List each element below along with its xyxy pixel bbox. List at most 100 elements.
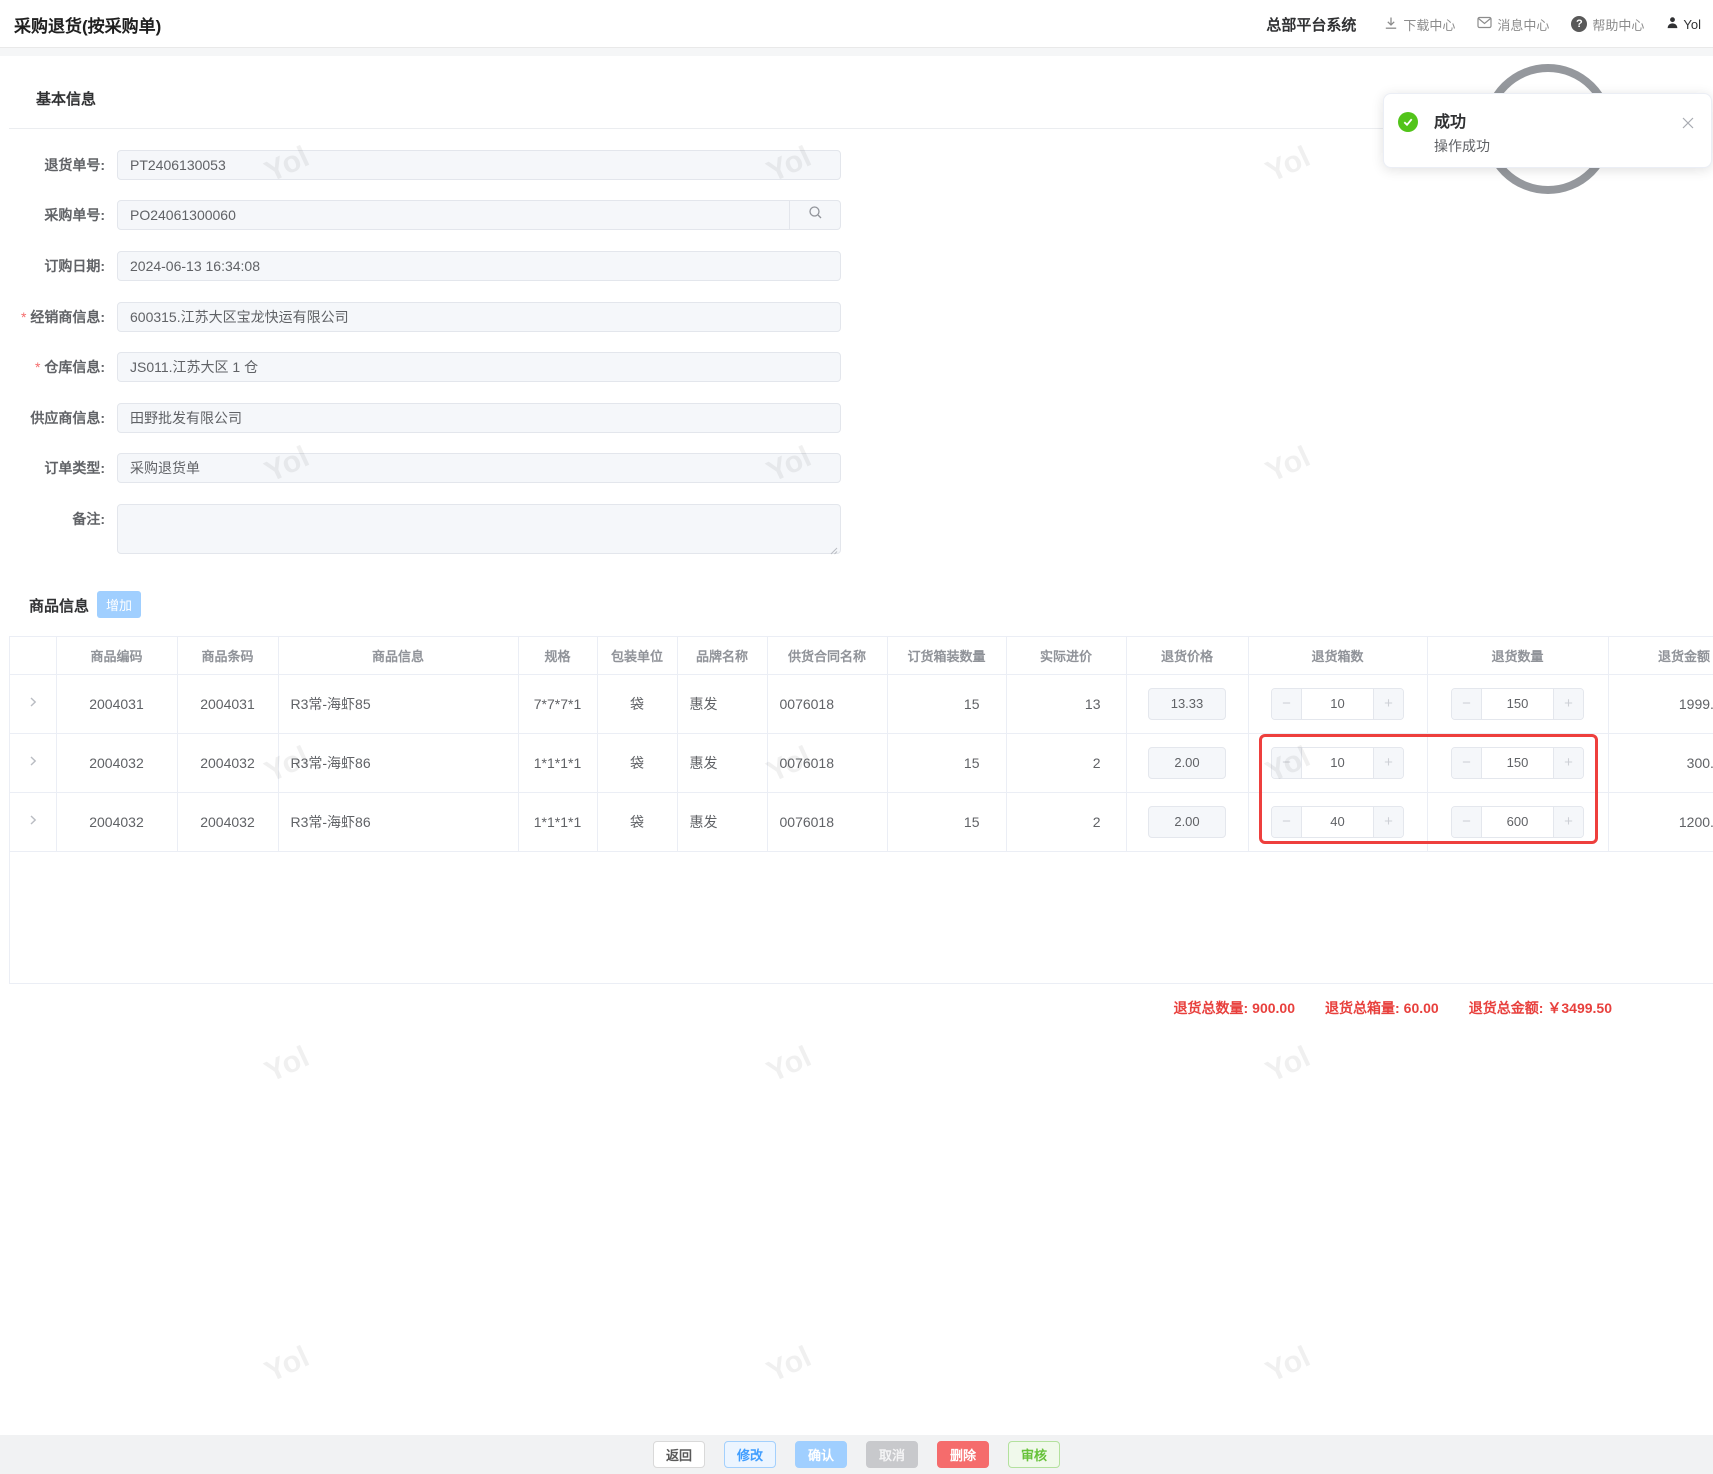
modify-button[interactable]: 修改 bbox=[723, 1441, 776, 1468]
return-totals: 退货总数量: 900.00 退货总箱量: 60.00 退货总金额: ￥3499.50 bbox=[1174, 998, 1613, 1018]
plus-icon[interactable] bbox=[1373, 688, 1403, 719]
return-boxes-input[interactable]: 40 bbox=[1302, 806, 1373, 837]
minus-icon[interactable] bbox=[1452, 747, 1482, 778]
return-qty-input[interactable]: 600 bbox=[1482, 806, 1553, 837]
col-pack-unit: 包装单位 bbox=[597, 637, 678, 675]
order-box-qty-cell: 15 bbox=[887, 792, 1007, 852]
return-amount-cell: 1999.50 bbox=[1608, 674, 1713, 734]
order-date-input[interactable] bbox=[117, 251, 841, 281]
minus-icon[interactable] bbox=[1272, 688, 1302, 719]
order-type-label: 订单类型: bbox=[44, 460, 105, 476]
return-qty-input[interactable]: 150 bbox=[1482, 747, 1553, 778]
barcode-cell: 2004032 bbox=[177, 733, 279, 793]
contract-cell: 0076018 bbox=[767, 792, 888, 852]
pack-unit-cell: 袋 bbox=[597, 792, 678, 852]
username: Yol bbox=[1683, 16, 1701, 32]
confirm-button[interactable]: 确认 bbox=[794, 1441, 847, 1468]
header-separator bbox=[0, 48, 1713, 56]
minus-icon[interactable] bbox=[1272, 806, 1302, 837]
plus-icon[interactable] bbox=[1553, 688, 1583, 719]
basic-info-title: 基本信息 bbox=[36, 91, 97, 108]
return-amount-cell: 1200.00 bbox=[1608, 792, 1713, 852]
actual-price-cell: 13 bbox=[1006, 674, 1127, 734]
plus-icon[interactable] bbox=[1553, 806, 1583, 837]
plus-icon[interactable] bbox=[1373, 747, 1403, 778]
search-icon bbox=[808, 205, 823, 225]
user-menu[interactable]: Yol bbox=[1666, 16, 1701, 32]
audit-button[interactable]: 审核 bbox=[1008, 1441, 1061, 1468]
cancel-button[interactable]: 取消 bbox=[866, 1441, 919, 1468]
return-boxes-stepper: 10 bbox=[1271, 687, 1404, 720]
table-row: 2004032 2004032 R3常-海虾86 1*1*1*1 袋 惠发 00… bbox=[10, 792, 1713, 852]
product-info-cell: R3常-海虾86 bbox=[278, 792, 519, 852]
success-toast: 成功 操作成功 bbox=[1383, 93, 1712, 168]
expand-row-icon[interactable] bbox=[26, 813, 40, 827]
return-boxes-stepper: 40 bbox=[1271, 805, 1404, 838]
col-return-qty: 退货数量 bbox=[1427, 637, 1609, 675]
download-icon bbox=[1384, 16, 1398, 33]
col-spec: 规格 bbox=[518, 637, 598, 675]
section-divider bbox=[9, 128, 1705, 129]
actual-price-cell: 2 bbox=[1006, 792, 1127, 852]
warehouse-label: 仓库信息: bbox=[0, 352, 105, 382]
remark-label: 备注: bbox=[72, 511, 105, 527]
return-price-input[interactable]: 2.00 bbox=[1148, 746, 1226, 779]
product-code-cell: 2004031 bbox=[56, 674, 178, 734]
add-product-button[interactable]: 增加 bbox=[97, 591, 141, 618]
message-center-link[interactable]: 消息中心 bbox=[1477, 15, 1549, 34]
spec-cell: 7*7*7*1 bbox=[518, 674, 598, 734]
col-return-amount: 退货金额 bbox=[1608, 637, 1713, 675]
actual-price-cell: 2 bbox=[1006, 733, 1127, 793]
user-icon bbox=[1666, 16, 1679, 32]
expand-row-icon[interactable] bbox=[26, 754, 40, 768]
return-qty-input[interactable]: 150 bbox=[1482, 688, 1553, 719]
dealer-input[interactable] bbox=[117, 302, 841, 332]
minus-icon[interactable] bbox=[1452, 688, 1482, 719]
return-price-input[interactable]: 13.33 bbox=[1148, 687, 1226, 720]
po-search-button[interactable] bbox=[790, 200, 841, 230]
total-qty: 退货总数量: 900.00 bbox=[1173, 1000, 1296, 1016]
help-center-link[interactable]: 帮助中心 bbox=[1571, 15, 1644, 34]
watermark: Yol bbox=[259, 1040, 315, 1089]
warehouse-input[interactable] bbox=[117, 352, 841, 382]
return-boxes-input[interactable]: 10 bbox=[1302, 747, 1373, 778]
download-center-label: 下载中心 bbox=[1403, 17, 1456, 33]
brand-cell: 惠发 bbox=[677, 792, 768, 852]
table-header-row: 商品编码 商品条码 商品信息 规格 包装单位 品牌名称 供货合同名称 订货箱装数… bbox=[10, 637, 1713, 675]
download-center-link[interactable]: 下载中心 bbox=[1384, 15, 1455, 34]
spec-cell: 1*1*1*1 bbox=[518, 792, 598, 852]
product-info-cell: R3常-海虾85 bbox=[278, 674, 519, 734]
watermark: Yol bbox=[1260, 440, 1316, 489]
return-amount-cell: 300.00 bbox=[1608, 733, 1713, 793]
order-type-input[interactable] bbox=[117, 453, 841, 483]
close-icon[interactable] bbox=[1681, 116, 1697, 132]
minus-icon[interactable] bbox=[1272, 747, 1302, 778]
col-product-code: 商品编码 bbox=[56, 637, 178, 675]
header-right-nav: 总部平台系统 下载中心 消息中心 帮助中心 Yol bbox=[1266, 0, 1701, 48]
return-boxes-input[interactable]: 10 bbox=[1302, 688, 1373, 719]
product-code-cell: 2004032 bbox=[56, 733, 178, 793]
page-title: 采购退货(按采购单) bbox=[14, 17, 162, 36]
po-no-input[interactable] bbox=[117, 200, 790, 230]
return-boxes-stepper: 10 bbox=[1271, 746, 1404, 779]
col-expand bbox=[10, 637, 57, 675]
back-button[interactable]: 返回 bbox=[652, 1441, 705, 1468]
return-no-input[interactable] bbox=[117, 150, 841, 180]
supplier-input[interactable] bbox=[117, 403, 841, 433]
message-center-label: 消息中心 bbox=[1497, 17, 1550, 33]
return-price-input[interactable]: 2.00 bbox=[1148, 805, 1226, 838]
pack-unit-cell: 袋 bbox=[597, 674, 678, 734]
expand-row-icon[interactable] bbox=[26, 695, 40, 709]
table-row: 2004031 2004031 R3常-海虾85 7*7*7*1 袋 惠发 00… bbox=[10, 674, 1713, 734]
products-section-title: 商品信息 bbox=[29, 598, 90, 615]
watermark: Yol bbox=[761, 1040, 817, 1089]
plus-icon[interactable] bbox=[1373, 806, 1403, 837]
delete-button[interactable]: 删除 bbox=[937, 1441, 990, 1468]
total-boxes: 退货总箱量: 60.00 bbox=[1325, 1000, 1439, 1016]
remark-textarea[interactable] bbox=[117, 504, 841, 554]
supplier-label: 供应商信息: bbox=[30, 410, 105, 426]
return-qty-stepper: 150 bbox=[1451, 746, 1584, 779]
plus-icon[interactable] bbox=[1553, 747, 1583, 778]
total-amount: 退货总金额: ￥3499.50 bbox=[1468, 1000, 1612, 1016]
minus-icon[interactable] bbox=[1452, 806, 1482, 837]
